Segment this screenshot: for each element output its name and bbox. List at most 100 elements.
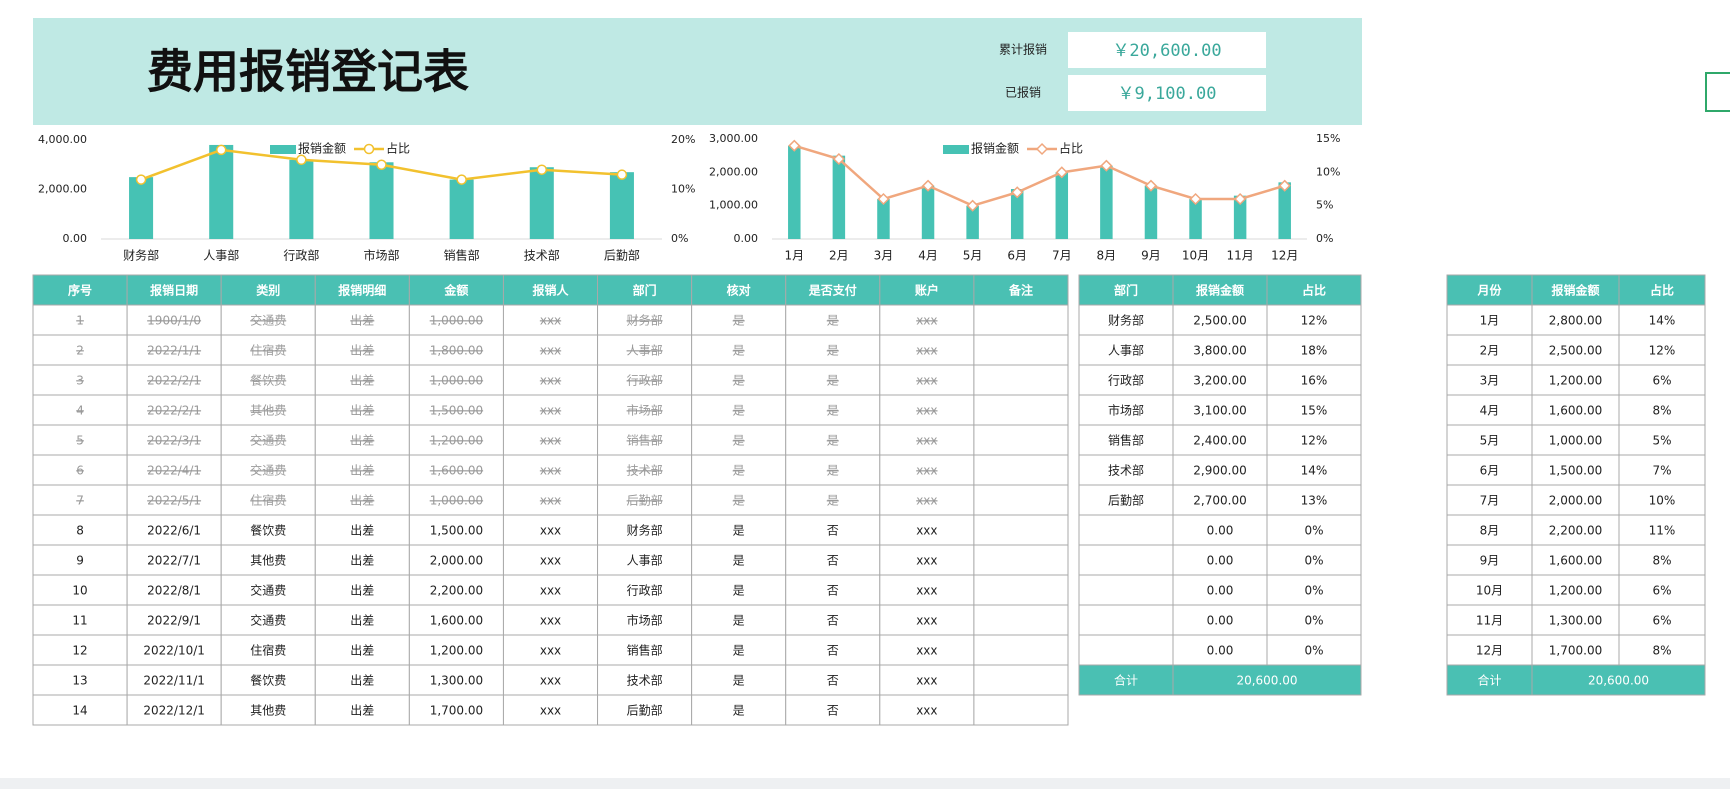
bar (1189, 199, 1202, 239)
table-cell (502, 664, 599, 696)
table-text: 报销日期 (150, 283, 198, 298)
table-text: xxx (540, 404, 561, 418)
table-cell (1618, 544, 1706, 576)
x-tick-label: 技术部 (524, 248, 560, 263)
table-cell (1618, 394, 1706, 426)
table-cell (408, 664, 504, 696)
table-text: 出差 (350, 554, 374, 568)
table-text: 2022/2/1 (147, 404, 201, 418)
table-text: 住宿费 (250, 643, 286, 658)
bar (788, 145, 801, 239)
table-cell (1172, 274, 1268, 306)
total-box (1068, 32, 1266, 68)
table-text: 人事部 (1108, 343, 1144, 358)
table-text: 2022/1/1 (147, 344, 201, 358)
bar (369, 162, 394, 239)
table-text: 是 (733, 404, 745, 418)
table-cell (314, 274, 410, 306)
table-cell (1266, 334, 1362, 366)
table-text: xxx (916, 644, 937, 658)
x-tick-label: 6月 (1007, 249, 1027, 263)
table-text: xxx (916, 674, 937, 688)
table-cell (126, 274, 222, 306)
table-text: 1,700.00 (1549, 644, 1602, 658)
total-value: ￥20,600.00 (1112, 41, 1221, 61)
table-text: 是 (733, 374, 745, 388)
table-text: xxx (540, 614, 561, 628)
table-cell (1172, 394, 1268, 426)
table-text: 是 (733, 494, 745, 508)
table-cell (126, 454, 222, 486)
line-marker (1055, 166, 1068, 179)
table-text: 市场部 (1108, 403, 1144, 418)
table-cell (502, 694, 599, 726)
table-text: 合计 (1477, 673, 1501, 688)
table-text: 否 (827, 584, 839, 598)
table-text: 1,300.00 (1549, 614, 1602, 628)
table-text: 住宿费 (250, 493, 286, 508)
table-cell (1618, 604, 1706, 636)
table-text: 13% (1301, 494, 1328, 508)
table-cell (32, 424, 128, 456)
table-text: 20,600.00 (1588, 674, 1649, 688)
table-text: 3,200.00 (1193, 374, 1246, 388)
table-text: 是 (827, 404, 839, 418)
table-cell (32, 334, 128, 366)
table-text: xxx (540, 344, 561, 358)
table-cell (1446, 664, 1533, 696)
table-cell (502, 334, 599, 366)
table-text: 出差 (350, 704, 374, 718)
table-text: 出差 (350, 464, 374, 478)
total-label: 累计报销 (999, 42, 1047, 57)
table-cell (1446, 424, 1533, 456)
table-text: 否 (827, 704, 839, 718)
table-cell (1172, 514, 1268, 546)
table-cell (314, 424, 410, 456)
table-cell (32, 634, 128, 666)
table-text: 交通费 (250, 583, 286, 598)
table-text: xxx (540, 704, 561, 718)
table-text: 是 (733, 314, 745, 328)
table-text: 是 (733, 524, 745, 538)
x-tick-label: 后勤部 (604, 248, 640, 263)
line-marker (1144, 179, 1158, 192)
table-text: xxx (916, 494, 937, 508)
table-text: 市场部 (627, 613, 663, 628)
table-cell (126, 634, 222, 666)
table-cell (973, 664, 1069, 696)
x-tick-label: 1月 (784, 249, 804, 263)
table-cell (1172, 364, 1268, 396)
table-cell (1172, 304, 1268, 336)
table-text: 其他费 (250, 554, 286, 568)
table-cell (1172, 604, 1268, 636)
table-text: 占比 (1302, 283, 1326, 298)
table-text: 金额 (443, 283, 468, 298)
line-marker (1011, 186, 1024, 199)
table-text: 2,200.00 (1549, 524, 1602, 538)
table-text: xxx (916, 614, 937, 628)
y-tick-label: 1,000.00 (709, 199, 758, 212)
table-cell (126, 694, 222, 726)
table-cell (1531, 394, 1620, 426)
table-text: 16% (1301, 374, 1328, 388)
table-text: 12月 (1476, 644, 1503, 658)
y2-tick-label: 0% (1316, 232, 1333, 245)
table-text: 其他费 (250, 404, 286, 418)
table-text: 技术部 (1108, 463, 1144, 478)
x-tick-label: 11月 (1226, 249, 1253, 263)
table-cell (597, 424, 693, 456)
table-text: 2022/8/1 (147, 584, 201, 598)
legend-label: 占比 (386, 141, 410, 156)
bar (1100, 165, 1113, 239)
table-text: 2022/11/1 (143, 674, 205, 688)
table-text: 0.00 (1207, 524, 1234, 538)
table-cell (1078, 544, 1174, 576)
line-marker (135, 174, 147, 185)
table-cell (1531, 454, 1620, 486)
table-cell (1531, 664, 1706, 696)
table-text: xxx (540, 644, 561, 658)
table-text: 2,400.00 (1193, 434, 1246, 448)
table-text: 2022/12/1 (143, 704, 205, 718)
bar (609, 172, 634, 239)
